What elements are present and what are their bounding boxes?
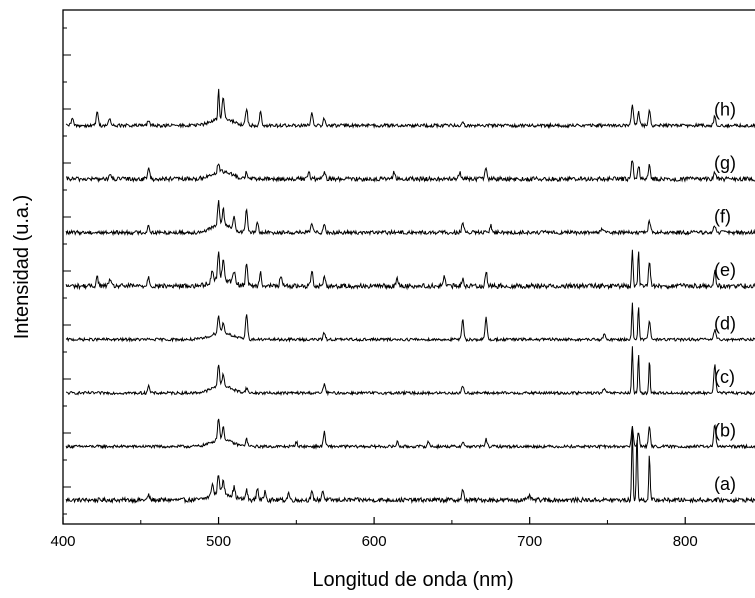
- spectrum-line-f: [65, 200, 755, 237]
- series-labels: (a) (b) (c) (d) (e) (f) (g) (h): [714, 100, 736, 495]
- series-label-h: (h): [714, 100, 736, 120]
- plot-frame: [62, 9, 755, 525]
- x-tick-label: 800: [673, 533, 698, 550]
- series-label-d: (d): [714, 314, 736, 334]
- series-label-f: (f): [714, 207, 731, 227]
- series-label-e: (e): [714, 260, 736, 280]
- series-label-g: (g): [714, 153, 736, 173]
- x-tick-label: 600: [362, 533, 387, 550]
- series-label-c: (c): [714, 367, 735, 387]
- spectrum-line-b: [65, 418, 755, 450]
- spectrum-line-e: [65, 249, 755, 291]
- ticks-layer: 400 500 600 700 800: [50, 27, 698, 550]
- x-tick-label: 500: [206, 533, 231, 550]
- x-tick-label: 700: [517, 533, 542, 550]
- spectrum-line-a: [65, 426, 755, 505]
- spectrum-line-c: [66, 346, 755, 397]
- series-label-b: (b): [714, 421, 736, 441]
- series-label-a: (a): [714, 474, 736, 494]
- spectrum-line-h: [65, 88, 755, 130]
- spectrum-line-g: [65, 160, 755, 184]
- series-layer: [65, 88, 755, 505]
- x-tick-label: 400: [50, 533, 75, 550]
- x-axis-title: Longitud de onda (nm): [312, 569, 513, 591]
- spectrum-line-d: [65, 302, 755, 343]
- y-axis-title: Intensidad (u.a.): [11, 195, 33, 340]
